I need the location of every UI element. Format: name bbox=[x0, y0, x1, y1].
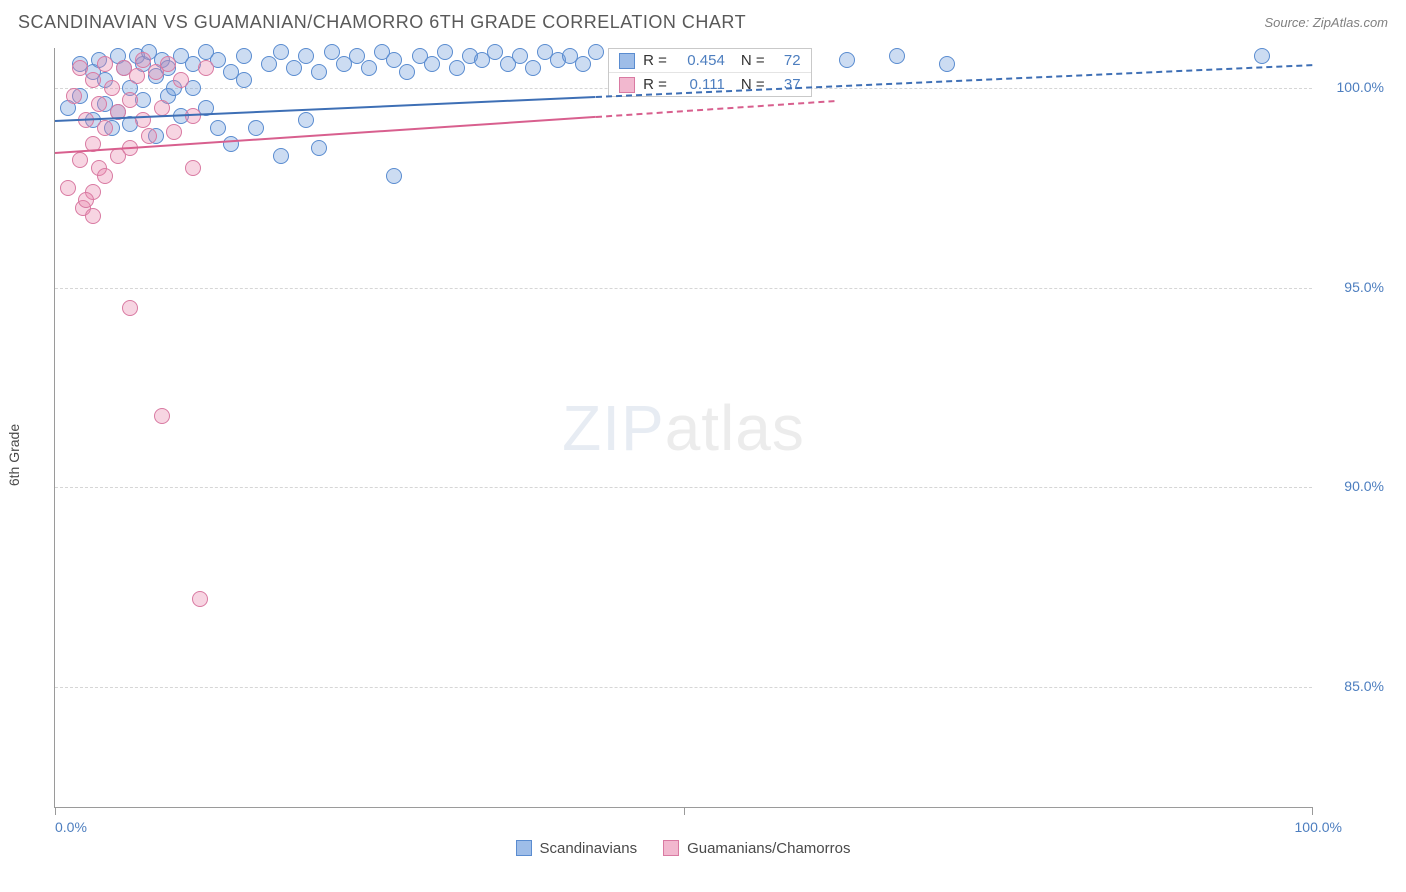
data-point bbox=[85, 72, 101, 88]
data-point bbox=[939, 56, 955, 72]
data-point bbox=[273, 44, 289, 60]
x-tick-label-right: 100.0% bbox=[1295, 819, 1342, 835]
chart-title: SCANDINAVIAN VS GUAMANIAN/CHAMORRO 6TH G… bbox=[18, 12, 746, 33]
data-point bbox=[525, 60, 541, 76]
data-point bbox=[198, 60, 214, 76]
data-point bbox=[97, 56, 113, 72]
x-tick-label-left: 0.0% bbox=[55, 819, 87, 835]
data-point bbox=[889, 48, 905, 64]
data-point bbox=[166, 124, 182, 140]
data-point bbox=[173, 72, 189, 88]
data-point bbox=[129, 68, 145, 84]
data-point bbox=[298, 48, 314, 64]
swatch-icon bbox=[619, 77, 635, 93]
data-point bbox=[424, 56, 440, 72]
data-point bbox=[324, 44, 340, 60]
data-point bbox=[261, 56, 277, 72]
y-tick-label: 100.0% bbox=[1337, 79, 1384, 95]
plot-area: ZIPatlas 85.0%90.0%95.0%100.0%0.0%100.0%… bbox=[54, 48, 1312, 808]
y-tick-label: 95.0% bbox=[1344, 279, 1384, 295]
data-point bbox=[160, 56, 176, 72]
x-tick bbox=[1312, 807, 1313, 815]
data-point bbox=[122, 300, 138, 316]
stat-r-value: 0.454 bbox=[675, 52, 725, 69]
data-point bbox=[135, 52, 151, 68]
data-point bbox=[97, 120, 113, 136]
data-point bbox=[273, 148, 289, 164]
swatch-icon bbox=[516, 840, 532, 856]
data-point bbox=[141, 128, 157, 144]
legend-label: Scandinavians bbox=[540, 840, 638, 857]
data-point bbox=[449, 60, 465, 76]
gridline bbox=[55, 288, 1312, 289]
data-point bbox=[311, 140, 327, 156]
data-point bbox=[192, 591, 208, 607]
data-point bbox=[512, 48, 528, 64]
swatch-icon bbox=[619, 53, 635, 69]
data-point bbox=[66, 88, 82, 104]
watermark: ZIPatlas bbox=[562, 391, 805, 465]
stat-n-label: N = bbox=[741, 52, 765, 69]
stat-row: R = 0.454 N = 72 bbox=[609, 49, 811, 72]
data-point bbox=[487, 44, 503, 60]
data-point bbox=[72, 152, 88, 168]
trendline-extrapolated bbox=[595, 100, 834, 118]
data-point bbox=[154, 408, 170, 424]
stat-n-value: 72 bbox=[773, 52, 801, 69]
gridline bbox=[55, 687, 1312, 688]
data-point bbox=[386, 52, 402, 68]
data-point bbox=[72, 60, 88, 76]
data-point bbox=[104, 80, 120, 96]
watermark-bold: ZIP bbox=[562, 392, 665, 464]
legend-label: Guamanians/Chamorros bbox=[687, 840, 850, 857]
watermark-light: atlas bbox=[665, 392, 805, 464]
data-point bbox=[386, 168, 402, 184]
data-point bbox=[286, 60, 302, 76]
y-axis-label: 6th Grade bbox=[6, 424, 22, 486]
data-point bbox=[361, 60, 377, 76]
data-point bbox=[60, 180, 76, 196]
chart-source: Source: ZipAtlas.com bbox=[1264, 15, 1388, 30]
data-point bbox=[311, 64, 327, 80]
data-point bbox=[349, 48, 365, 64]
legend-bottom: Scandinavians Guamanians/Chamorros bbox=[54, 834, 1312, 862]
y-tick-label: 85.0% bbox=[1344, 678, 1384, 694]
data-point bbox=[97, 168, 113, 184]
data-point bbox=[236, 72, 252, 88]
data-point bbox=[78, 192, 94, 208]
gridline bbox=[55, 487, 1312, 488]
data-point bbox=[298, 112, 314, 128]
data-point bbox=[185, 160, 201, 176]
data-point bbox=[85, 208, 101, 224]
chart-header: SCANDINAVIAN VS GUAMANIAN/CHAMORRO 6TH G… bbox=[0, 0, 1406, 41]
stat-r-label: R = bbox=[643, 52, 667, 69]
data-point bbox=[588, 44, 604, 60]
data-point bbox=[236, 48, 252, 64]
data-point bbox=[839, 52, 855, 68]
swatch-icon bbox=[663, 840, 679, 856]
legend-item-guamanians: Guamanians/Chamorros bbox=[663, 840, 850, 857]
data-point bbox=[91, 96, 107, 112]
data-point bbox=[248, 120, 264, 136]
stat-r-label: R = bbox=[643, 76, 667, 93]
stat-n-value: 37 bbox=[773, 76, 801, 93]
data-point bbox=[1254, 48, 1270, 64]
data-point bbox=[135, 112, 151, 128]
data-point bbox=[210, 120, 226, 136]
data-point bbox=[154, 100, 170, 116]
data-point bbox=[223, 136, 239, 152]
x-tick bbox=[684, 807, 685, 815]
x-tick bbox=[55, 807, 56, 815]
data-point bbox=[575, 56, 591, 72]
legend-item-scandinavians: Scandinavians bbox=[516, 840, 638, 857]
chart-container: 6th Grade ZIPatlas 85.0%90.0%95.0%100.0%… bbox=[18, 48, 1388, 862]
data-point bbox=[122, 92, 138, 108]
data-point bbox=[437, 44, 453, 60]
y-tick-label: 90.0% bbox=[1344, 478, 1384, 494]
data-point bbox=[399, 64, 415, 80]
